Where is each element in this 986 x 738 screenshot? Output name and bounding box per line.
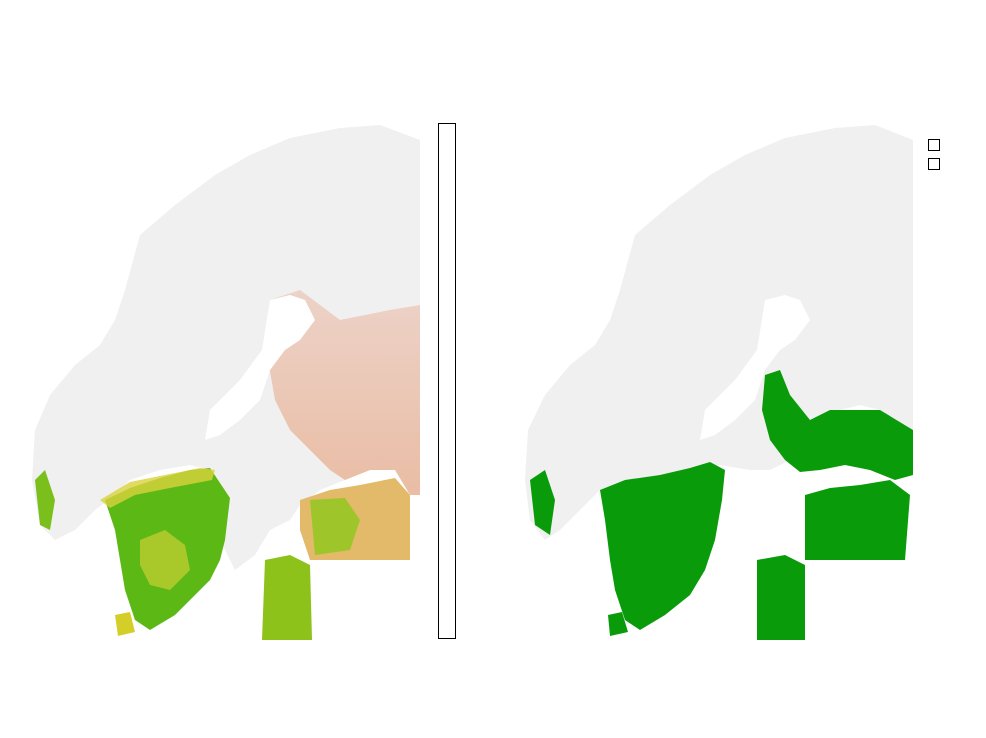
transition-band	[100, 468, 215, 508]
gulf-of-bothnia	[205, 295, 315, 440]
presence-finland	[762, 370, 913, 480]
norway-coast-fringe	[35, 470, 55, 530]
presence-norway-coast	[530, 470, 555, 535]
southern-island	[262, 555, 312, 640]
baltic-green-patch	[310, 498, 360, 555]
binary-legend	[928, 135, 952, 173]
colorbar	[438, 123, 456, 639]
scandinavia-landmass-bin	[525, 125, 913, 540]
legend-item-0	[928, 135, 952, 154]
presence-small-island	[608, 612, 628, 636]
presence-baltic	[805, 480, 910, 560]
legend-swatch-1	[928, 157, 940, 170]
finland-region	[268, 290, 420, 495]
gulf-of-bothnia-bin	[700, 295, 810, 440]
presence-island	[757, 555, 805, 640]
sweden-yellow-patch	[140, 530, 190, 590]
small-island	[115, 612, 135, 636]
legend-swatch-0	[928, 138, 940, 151]
presence-southern-sweden	[600, 462, 725, 630]
legend-item-1	[928, 154, 952, 173]
